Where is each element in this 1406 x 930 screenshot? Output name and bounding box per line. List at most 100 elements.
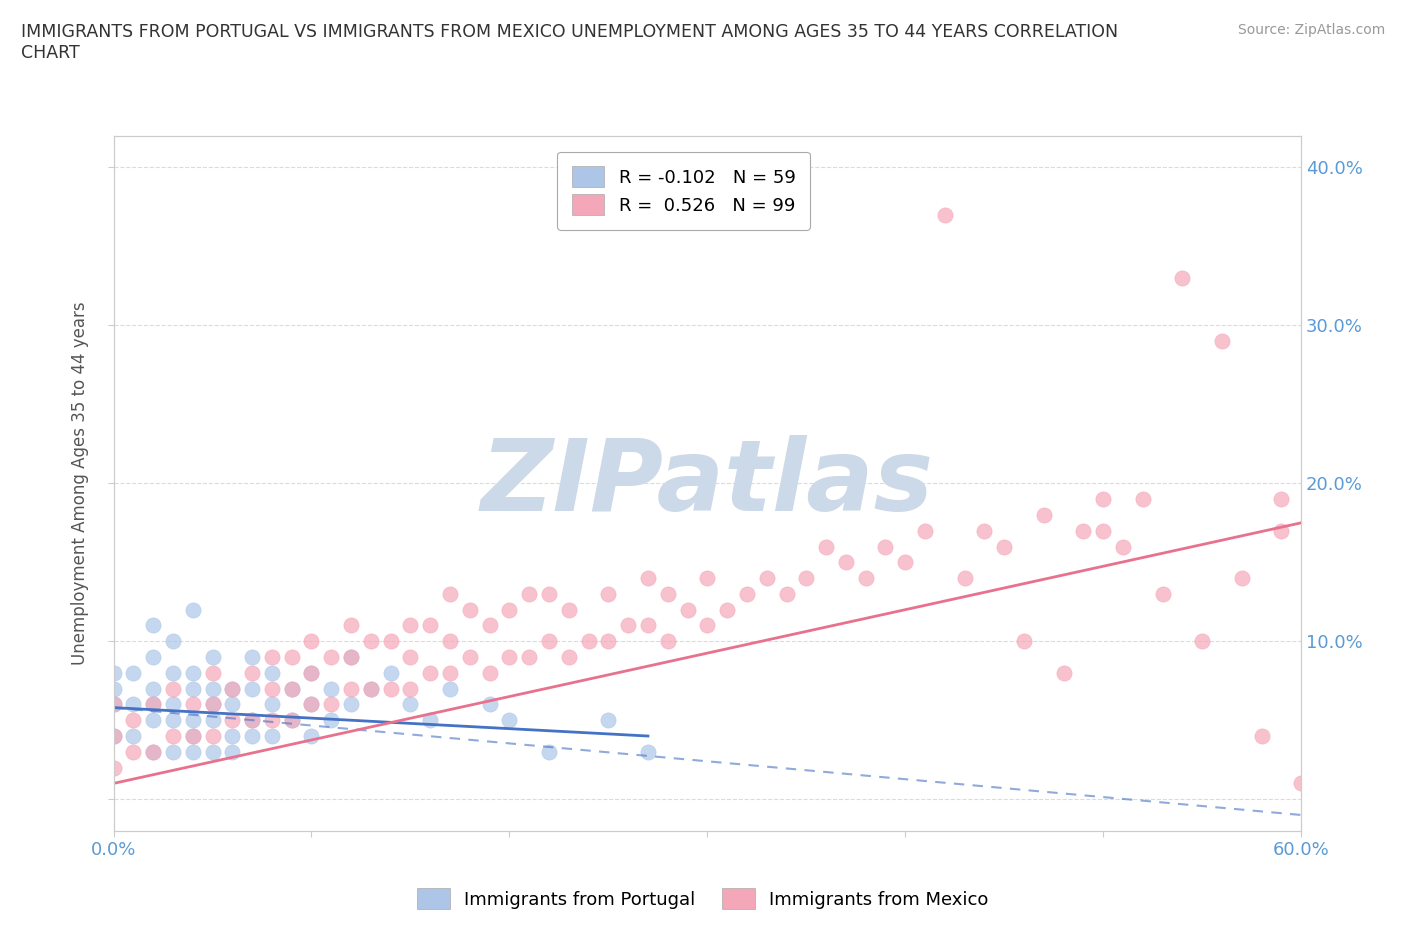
Point xyxy=(103,760,125,775)
Point xyxy=(696,571,718,586)
Point xyxy=(399,650,422,665)
Point xyxy=(478,697,501,711)
Point xyxy=(617,618,640,633)
Text: Source: ZipAtlas.com: Source: ZipAtlas.com xyxy=(1237,23,1385,37)
Point xyxy=(1289,776,1312,790)
Point xyxy=(380,681,402,696)
Point xyxy=(498,603,520,618)
Point xyxy=(301,666,323,681)
Point xyxy=(142,697,165,711)
Point xyxy=(1152,587,1174,602)
Point xyxy=(260,712,283,727)
Point xyxy=(340,697,363,711)
Point xyxy=(201,712,224,727)
Point xyxy=(419,618,441,633)
Point xyxy=(815,539,838,554)
Point xyxy=(162,666,184,681)
Point xyxy=(321,712,343,727)
Point xyxy=(181,728,204,743)
Point xyxy=(103,681,125,696)
Point xyxy=(835,555,858,570)
Point xyxy=(558,603,581,618)
Point xyxy=(419,666,441,681)
Point xyxy=(240,728,263,743)
Point xyxy=(280,681,302,696)
Point xyxy=(103,666,125,681)
Point xyxy=(458,603,481,618)
Point xyxy=(478,618,501,633)
Point xyxy=(439,666,461,681)
Point xyxy=(142,650,165,665)
Point xyxy=(260,728,283,743)
Point xyxy=(181,603,204,618)
Point xyxy=(934,207,956,222)
Point xyxy=(657,587,679,602)
Point xyxy=(537,744,560,759)
Point xyxy=(181,666,204,681)
Point xyxy=(221,681,243,696)
Point xyxy=(240,650,263,665)
Point xyxy=(301,697,323,711)
Point xyxy=(380,634,402,649)
Point xyxy=(1032,508,1054,523)
Point xyxy=(578,634,600,649)
Point xyxy=(439,681,461,696)
Point xyxy=(598,712,620,727)
Point xyxy=(201,744,224,759)
Point xyxy=(775,587,797,602)
Point xyxy=(558,650,581,665)
Point xyxy=(201,650,224,665)
Point xyxy=(103,728,125,743)
Point xyxy=(1052,666,1074,681)
Point xyxy=(517,650,540,665)
Point xyxy=(855,571,877,586)
Point xyxy=(1012,634,1035,649)
Point xyxy=(122,712,145,727)
Point xyxy=(340,650,363,665)
Point xyxy=(142,681,165,696)
Point xyxy=(240,712,263,727)
Point xyxy=(181,744,204,759)
Point xyxy=(1270,524,1292,538)
Point xyxy=(221,744,243,759)
Point xyxy=(340,681,363,696)
Point xyxy=(122,697,145,711)
Point xyxy=(142,744,165,759)
Point xyxy=(260,650,283,665)
Point xyxy=(973,524,995,538)
Point xyxy=(321,650,343,665)
Point xyxy=(201,697,224,711)
Point xyxy=(260,697,283,711)
Point xyxy=(637,744,659,759)
Point xyxy=(240,712,263,727)
Point xyxy=(260,666,283,681)
Point xyxy=(953,571,976,586)
Point xyxy=(439,634,461,649)
Point xyxy=(122,744,145,759)
Point xyxy=(657,634,679,649)
Point xyxy=(301,634,323,649)
Point xyxy=(221,697,243,711)
Point xyxy=(122,666,145,681)
Point xyxy=(716,603,738,618)
Point xyxy=(280,712,302,727)
Point xyxy=(162,697,184,711)
Point xyxy=(993,539,1015,554)
Point xyxy=(162,728,184,743)
Point xyxy=(201,666,224,681)
Legend: R = -0.102   N = 59, R =  0.526   N = 99: R = -0.102 N = 59, R = 0.526 N = 99 xyxy=(557,152,810,230)
Point xyxy=(201,681,224,696)
Point xyxy=(537,587,560,602)
Point xyxy=(221,681,243,696)
Point xyxy=(637,618,659,633)
Point xyxy=(280,650,302,665)
Point xyxy=(201,697,224,711)
Point xyxy=(894,555,917,570)
Point xyxy=(260,681,283,696)
Point xyxy=(1092,524,1115,538)
Point xyxy=(321,697,343,711)
Point xyxy=(537,634,560,649)
Point xyxy=(399,681,422,696)
Text: ZIPatlas: ZIPatlas xyxy=(481,435,934,532)
Point xyxy=(794,571,817,586)
